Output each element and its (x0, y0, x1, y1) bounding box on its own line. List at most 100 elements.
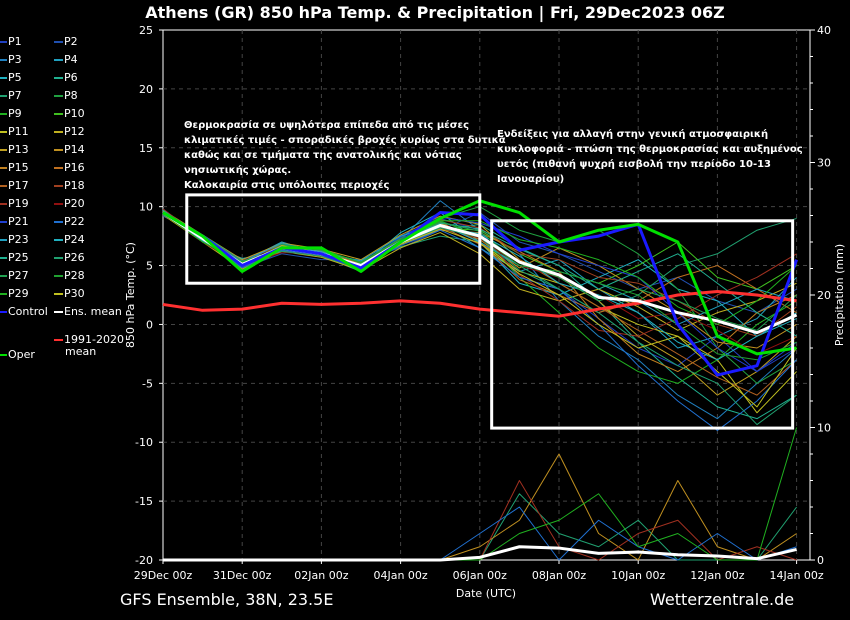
x-tick-label: 14Jan 00z (769, 569, 823, 582)
annotation-text: Θερμοκρασία σε υψηλότερα επίπεδα από τις… (184, 120, 506, 191)
x-axis-label: Date (UTC) (456, 587, 516, 600)
legend-label: P23 (8, 233, 29, 246)
legend-swatch (0, 113, 7, 115)
legend-swatch (54, 149, 63, 151)
legend-item-p17: P17 (0, 180, 29, 192)
legend-item-p13: P13 (0, 144, 29, 156)
legend-label: P11 (8, 125, 29, 138)
legend-swatch (0, 167, 7, 169)
legend-item-p19: P19 (0, 198, 29, 210)
legend-swatch (0, 77, 7, 79)
legend-label: P16 (64, 161, 85, 174)
y-tick-label: -10 (135, 436, 153, 449)
legend-label: P24 (64, 233, 85, 246)
legend-swatch (0, 293, 7, 295)
legend-item-p16: P16 (54, 162, 85, 174)
legend-label: P4 (64, 53, 78, 66)
legend-label: P2 (64, 35, 78, 48)
legend-item-p12: P12 (54, 126, 85, 138)
legend-label: P17 (8, 179, 29, 192)
y-axis-label: 850 hPa Temp. (°C) (124, 242, 137, 348)
legend-swatch (54, 203, 63, 205)
legend-item-p7: P7 (0, 90, 22, 102)
legend-item-p6: P6 (54, 72, 78, 84)
footer-brand: Wetterzentrale.de (650, 590, 795, 609)
legend-label: P18 (64, 179, 85, 192)
legend-label: P15 (8, 161, 29, 174)
legend-swatch (54, 339, 63, 341)
legend-item-p22: P22 (54, 216, 85, 228)
y-tick-label: 5 (146, 260, 153, 273)
legend-label: P26 (64, 251, 85, 264)
legend-item-p14: P14 (54, 144, 85, 156)
legend-swatch (0, 149, 7, 151)
y-tick-label: -5 (142, 377, 153, 390)
legend-swatch (54, 185, 63, 187)
legend-label: P29 (8, 287, 29, 300)
legend-item-p15: P15 (0, 162, 29, 174)
x-tick-label: 08Jan 00z (532, 569, 586, 582)
legend-label: P10 (64, 107, 85, 120)
legend-label: P8 (64, 89, 78, 102)
legend-item-p27: P27 (0, 270, 29, 282)
legend-label: P6 (64, 71, 78, 84)
y-tick-label: 0 (146, 318, 153, 331)
y-tick-label: -20 (135, 554, 153, 567)
legend-item-p10: P10 (54, 108, 85, 120)
legend-swatch (0, 131, 7, 133)
legend-label: P20 (64, 197, 85, 210)
legend-label: Control (8, 305, 48, 318)
y-tick-label: 25 (139, 24, 153, 37)
legend-label: P9 (8, 107, 22, 120)
legend-swatch (54, 113, 63, 115)
legend-swatch (0, 59, 7, 61)
legend-swatch (54, 77, 63, 79)
legend-label: P7 (8, 89, 22, 102)
x-tick-label: 31Dec 00z (213, 569, 272, 582)
legend-swatch (54, 275, 63, 277)
y2-tick-label: 20 (817, 289, 831, 302)
legend-label: P13 (8, 143, 29, 156)
annotation-text: Ενδείξεις για αλλαγή στην γενική ατμοσφα… (497, 129, 803, 185)
legend-swatch (0, 239, 7, 241)
climate-mean-line (162, 289, 797, 318)
annotation-box (490, 219, 795, 430)
y2-tick-label: 30 (817, 157, 831, 170)
legend-item-p5: P5 (0, 72, 22, 84)
legend-item-p23: P23 (0, 234, 29, 246)
x-tick-label: 12Jan 00z (690, 569, 744, 582)
x-tick-label: 04Jan 00z (373, 569, 427, 582)
legend-item-p18: P18 (54, 180, 85, 192)
legend-label: P21 (8, 215, 29, 228)
y-tick-label: 15 (139, 142, 153, 155)
legend-item-p11: P11 (0, 126, 29, 138)
y2-tick-label: 0 (817, 554, 824, 567)
legend-item-p30: P30 (54, 288, 85, 300)
legend-label: P27 (8, 269, 29, 282)
legend-label: P19 (8, 197, 29, 210)
y2-tick-label: 10 (817, 422, 831, 435)
legend-item-oper: Oper (0, 349, 35, 361)
legend-item-control: Control (0, 306, 48, 318)
legend-item-climate-mean: 1991-2020 (54, 334, 124, 346)
x-tick-label: 10Jan 00z (611, 569, 665, 582)
y2-tick-label: 40 (817, 24, 831, 37)
x-tick-label: 29Dec 00z (134, 569, 193, 582)
legend-swatch (0, 203, 7, 205)
chart-title: Athens (GR) 850 hPa Temp. & Precipitatio… (145, 3, 725, 22)
legend-swatch (54, 59, 63, 61)
legend-item-p26: P26 (54, 252, 85, 264)
legend-swatch (0, 41, 7, 43)
x-tick-label: 02Jan 00z (294, 569, 348, 582)
y-tick-label: 10 (139, 201, 153, 214)
legend-swatch (0, 257, 7, 259)
legend-swatch (54, 311, 63, 313)
legend-item-p28: P28 (54, 270, 85, 282)
legend-label: P30 (64, 287, 85, 300)
legend-label: P22 (64, 215, 85, 228)
legend-item-p9: P9 (0, 108, 22, 120)
legend-swatch (54, 221, 63, 223)
legend-swatch (0, 221, 7, 223)
y-tick-label: 20 (139, 83, 153, 96)
